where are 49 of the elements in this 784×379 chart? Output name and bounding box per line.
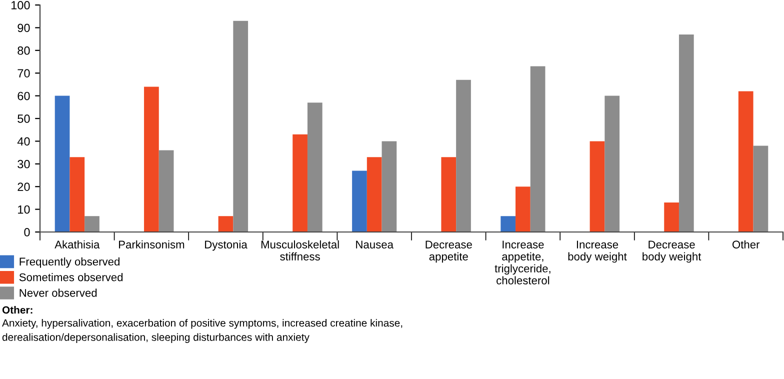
bar <box>441 157 456 232</box>
bar <box>738 91 754 232</box>
x-tick-label: Parkinsonism <box>119 240 184 248</box>
bar <box>590 141 605 232</box>
bar <box>664 202 679 232</box>
bar <box>678 34 694 232</box>
y-tick-label: 70 <box>18 69 30 78</box>
legend-label: Sometimes observed <box>19 273 123 282</box>
x-tick-label: Akathisia <box>54 240 100 248</box>
legend-label: Frequently observed <box>20 257 120 268</box>
x-tick-label: Dystonia <box>205 240 248 251</box>
y-tick-label: 0 <box>24 228 30 236</box>
x-tick-label: Other <box>732 240 760 248</box>
y-tick-label: 40 <box>17 137 30 146</box>
x-tick-label: Musculoskeletal stiffness <box>261 240 339 260</box>
y-tick-label: 10 <box>18 205 30 214</box>
x-tick-label: Increase body weight <box>568 240 627 263</box>
bar <box>516 186 530 232</box>
y-tick-label: 50 <box>18 114 30 123</box>
x-tick-label: Decrease body weight <box>642 240 702 263</box>
y-tick-label: 60 <box>18 92 30 100</box>
bar <box>54 96 70 232</box>
bar <box>292 134 308 232</box>
x-tick-label: Nausea <box>356 240 394 248</box>
y-tick-label: 80 <box>18 46 30 55</box>
x-tick-label: Decrease appetite <box>426 240 472 263</box>
text: Anxiety, hypersalivation, exacerbation of positive symptoms, increased creatine kinase, derealisation/depersonalisation, sleeping disturbances with anxiety <box>2 319 402 343</box>
y-tick-label: 30 <box>18 160 30 168</box>
bar <box>84 216 100 232</box>
y-tick-label: 20 <box>18 182 30 191</box>
bar <box>352 170 367 232</box>
bar <box>307 102 322 232</box>
y-tick-label: 90 <box>18 24 30 32</box>
bar <box>366 157 382 232</box>
bar <box>144 86 159 232</box>
bar <box>604 96 620 232</box>
text: Other: <box>2 306 32 314</box>
bar <box>158 150 174 232</box>
x-tick-label: Increase appetite, triglyceride, cholesterol <box>494 240 550 284</box>
y-tick-label: 100 <box>11 1 30 10</box>
bar <box>233 20 248 232</box>
bar <box>530 66 546 232</box>
legend-label: Never observed <box>20 288 97 297</box>
bar <box>753 146 768 232</box>
bar <box>500 216 516 232</box>
bar <box>218 216 234 232</box>
bar <box>382 141 397 232</box>
bar <box>456 80 471 232</box>
bar <box>70 157 85 232</box>
